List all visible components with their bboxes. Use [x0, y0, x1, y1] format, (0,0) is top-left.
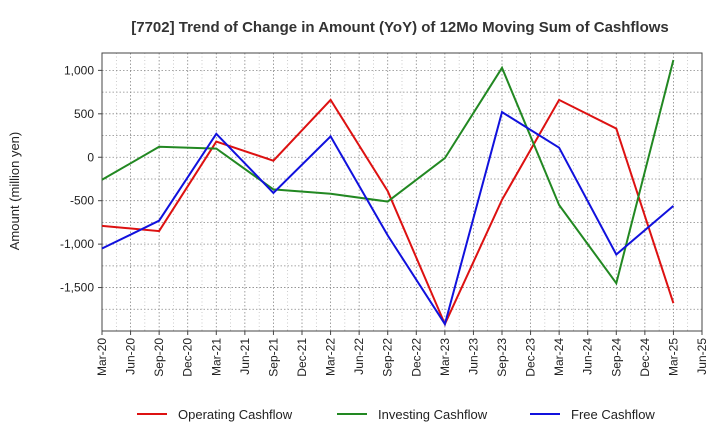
y-tick-label: 1,000	[64, 63, 94, 77]
x-tick-label: Sep-22	[381, 338, 395, 377]
x-axis-ticks: Mar-20 Jun-20 Sep-20 Dec-20 Mar-21 Jun-21 Sep-…	[95, 331, 709, 377]
x-tick-label: Sep-20	[152, 338, 166, 377]
legend-label-free-cashflow: Free Cashflow	[571, 407, 655, 422]
legend-label-operating-cashflow: Operating Cashflow	[178, 407, 293, 422]
x-tick-label: Dec-21	[295, 338, 309, 377]
series-group	[101, 59, 675, 327]
y-tick-label: 500	[74, 107, 94, 121]
grid	[101, 53, 703, 331]
series-line-investing-cashflow	[101, 59, 675, 286]
y-axis-label: Amount (million yen)	[7, 132, 22, 251]
x-tick-label: Sep-24	[609, 338, 623, 377]
series-line-operating-cashflow	[101, 98, 675, 327]
plot-frame	[101, 52, 703, 332]
x-tick-label: Jun-20	[124, 338, 138, 375]
series-line-free-cashflow	[101, 110, 675, 327]
x-tick-label: Jun-25	[695, 338, 709, 375]
y-axis-ticks: 1,000 500 0 -500 -1,000 -1,500	[60, 63, 102, 295]
x-tick-label: Mar-23	[438, 338, 452, 376]
x-tick-label: Jun-22	[352, 338, 366, 375]
y-tick-label: 0	[87, 150, 94, 164]
x-tick-label: Mar-20	[95, 338, 109, 376]
x-tick-label: Dec-23	[524, 338, 538, 377]
x-tick-label: Dec-24	[638, 338, 652, 377]
legend: Operating Cashflow Investing Cashflow Free…	[137, 407, 655, 422]
y-tick-label: -500	[70, 194, 94, 208]
x-tick-label: Mar-22	[324, 338, 338, 376]
y-tick-label: -1,500	[60, 281, 94, 295]
legend-label-investing-cashflow: Investing Cashflow	[378, 407, 488, 422]
x-tick-label: Jun-23	[466, 338, 480, 375]
x-tick-label: Mar-21	[209, 338, 223, 376]
x-tick-label: Sep-23	[495, 338, 509, 377]
x-tick-label: Dec-22	[409, 338, 423, 377]
x-tick-label: Jun-24	[581, 338, 595, 375]
x-tick-label: Sep-21	[266, 338, 280, 377]
x-tick-label: Mar-24	[552, 338, 566, 376]
x-tick-label: Mar-25	[666, 338, 680, 376]
x-tick-label: Jun-21	[238, 338, 252, 375]
y-tick-label: -1,000	[60, 237, 94, 251]
x-tick-label: Dec-20	[181, 338, 195, 377]
chart-title: [7702] Trend of Change in Amount (YoY) o…	[131, 19, 669, 36]
